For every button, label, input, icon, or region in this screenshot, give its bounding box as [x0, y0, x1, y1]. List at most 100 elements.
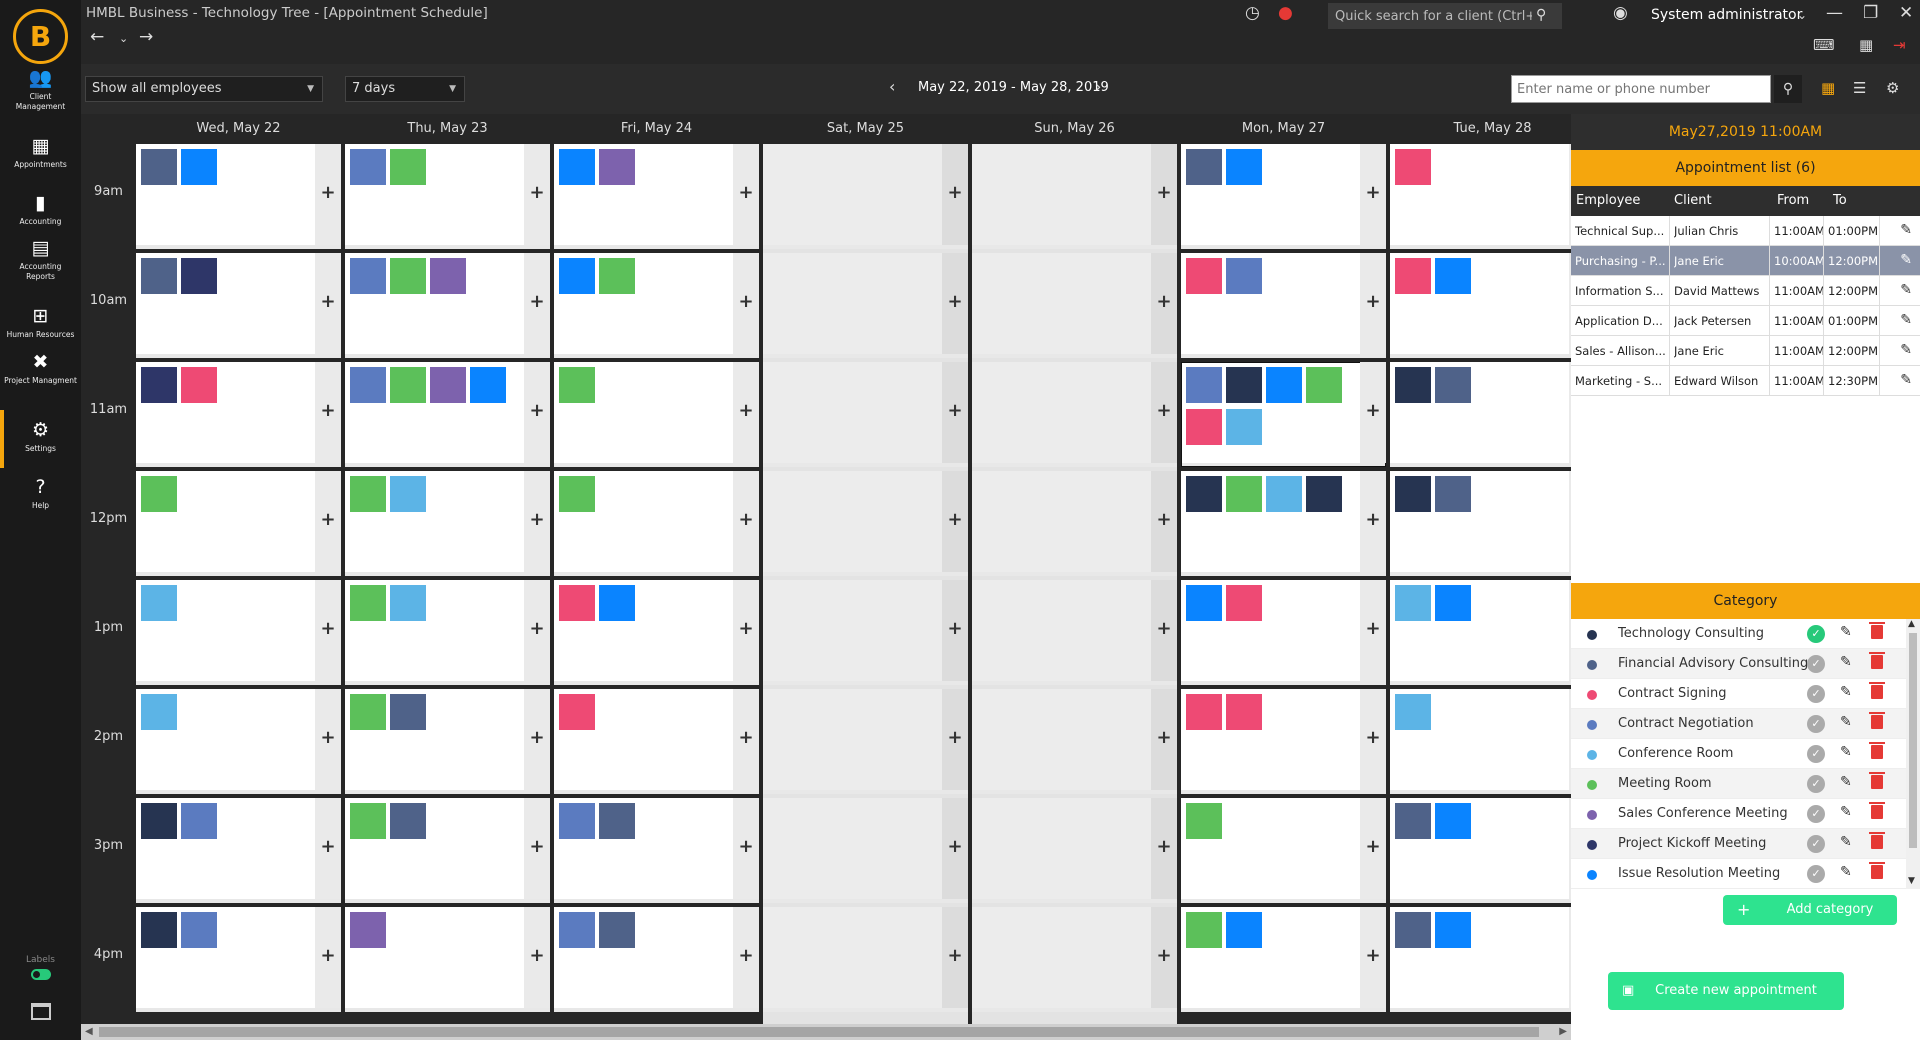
add-appointment-strip[interactable]: + — [1151, 907, 1177, 1008]
time-slot-cell[interactable]: + — [554, 580, 759, 685]
time-slot-cell[interactable]: + — [554, 144, 759, 249]
appointment-chip[interactable] — [181, 258, 217, 294]
add-appointment-icon[interactable]: + — [529, 509, 545, 530]
add-appointment-strip[interactable]: + — [315, 144, 341, 245]
edit-pencil-icon[interactable]: ✎ — [1840, 654, 1852, 670]
scroll-down-icon[interactable]: ▼ — [1908, 876, 1915, 886]
appointment-chip[interactable] — [390, 149, 426, 185]
appointment-chip[interactable] — [559, 694, 595, 730]
sidebar-item-4[interactable]: ⊞ Human Resources — [0, 306, 81, 340]
category-row[interactable]: Conference Room ✓ ✎ — [1571, 739, 1906, 769]
add-appointment-strip[interactable]: + — [733, 471, 759, 572]
add-appointment-icon[interactable]: + — [1365, 400, 1381, 421]
time-slot-cell[interactable]: + — [763, 471, 968, 576]
appointment-chip[interactable] — [390, 585, 426, 621]
category-scrollbar[interactable]: ▲ ▼ — [1906, 619, 1920, 889]
trash-icon[interactable] — [1869, 712, 1885, 729]
time-slot-cell[interactable]: + — [345, 471, 550, 576]
check-circle-icon[interactable]: ✓ — [1807, 805, 1825, 823]
add-appointment-icon[interactable]: + — [947, 182, 963, 203]
add-appointment-strip[interactable]: + — [1151, 689, 1177, 790]
add-appointment-strip[interactable]: + — [1360, 471, 1386, 572]
appointment-chip[interactable] — [1435, 912, 1471, 948]
add-appointment-strip[interactable]: + — [942, 362, 968, 463]
category-row[interactable]: Financial Advisory Consulting ✓ ✎ — [1571, 649, 1906, 679]
time-slot-cell[interactable]: + — [1390, 253, 1571, 358]
sidebar-item-5[interactable]: ✖ Project Managment — [0, 352, 81, 386]
add-appointment-strip[interactable]: + — [942, 253, 968, 354]
time-slot-cell[interactable]: + — [763, 907, 968, 1012]
add-appointment-icon[interactable]: + — [1365, 836, 1381, 857]
add-appointment-strip[interactable]: + — [524, 798, 550, 899]
add-appointment-icon[interactable]: + — [320, 182, 336, 203]
appointment-chip[interactable] — [181, 912, 217, 948]
add-appointment-strip[interactable]: + — [524, 580, 550, 681]
appointment-chip[interactable] — [181, 367, 217, 403]
appointment-chip[interactable] — [470, 367, 506, 403]
category-row[interactable]: Issue Resolution Meeting ✓ ✎ — [1571, 859, 1906, 889]
add-appointment-strip[interactable]: + — [524, 253, 550, 354]
edit-pencil-icon[interactable]: ✎ — [1900, 222, 1912, 238]
appointment-chip[interactable] — [1395, 149, 1431, 185]
appointment-chip[interactable] — [1395, 258, 1431, 294]
add-appointment-icon[interactable]: + — [320, 400, 336, 421]
time-slot-cell[interactable]: + — [1390, 798, 1571, 903]
add-appointment-strip[interactable]: + — [733, 144, 759, 245]
time-slot-cell[interactable]: + — [1181, 580, 1386, 685]
add-appointment-strip[interactable]: + — [1569, 253, 1571, 354]
appointment-chip[interactable] — [1266, 367, 1302, 403]
user-menu-chevron-icon[interactable]: ⌄ — [1797, 8, 1808, 22]
add-appointment-icon[interactable]: + — [1156, 836, 1172, 857]
edit-pencil-icon[interactable]: ✎ — [1840, 714, 1852, 730]
previous-week-icon[interactable]: ‹ — [889, 77, 896, 96]
appointment-chip[interactable] — [559, 585, 595, 621]
time-slot-cell[interactable]: + — [1181, 471, 1386, 576]
add-appointment-strip[interactable]: + — [315, 362, 341, 463]
add-appointment-icon[interactable]: + — [529, 945, 545, 966]
range-select[interactable]: 7 days ▼ — [345, 76, 465, 102]
add-appointment-strip[interactable]: + — [1569, 471, 1571, 572]
add-appointment-strip[interactable]: + — [1360, 253, 1386, 354]
column-client[interactable]: Client — [1674, 193, 1712, 208]
appointment-chip[interactable] — [1395, 803, 1431, 839]
name-phone-search-input[interactable] — [1511, 75, 1771, 103]
add-appointment-icon[interactable]: + — [529, 727, 545, 748]
add-appointment-strip[interactable]: + — [1360, 144, 1386, 245]
time-slot-cell[interactable]: + — [345, 689, 550, 794]
trash-icon[interactable] — [1869, 802, 1885, 819]
edit-pencil-icon[interactable]: ✎ — [1840, 864, 1852, 880]
history-dropdown-icon[interactable]: ⌄ — [119, 32, 129, 45]
edit-pencil-icon[interactable]: ✎ — [1900, 342, 1912, 358]
edit-pencil-icon[interactable]: ✎ — [1840, 834, 1852, 850]
scroll-left-icon[interactable]: ◀ — [85, 1026, 93, 1037]
appointment-chip[interactable] — [1306, 367, 1342, 403]
category-row[interactable]: Contract Signing ✓ ✎ — [1571, 679, 1906, 709]
edit-pencil-icon[interactable]: ✎ — [1840, 624, 1852, 640]
appointment-chip[interactable] — [141, 476, 177, 512]
add-appointment-strip[interactable]: + — [1569, 144, 1571, 245]
time-slot-cell[interactable]: + — [136, 253, 341, 358]
edit-pencil-icon[interactable]: ✎ — [1840, 804, 1852, 820]
add-appointment-icon[interactable]: + — [1365, 727, 1381, 748]
appointment-chip[interactable] — [350, 803, 386, 839]
add-appointment-strip[interactable]: + — [942, 144, 968, 245]
time-slot-cell[interactable]: + — [136, 144, 341, 249]
time-slot-cell[interactable]: + — [1390, 907, 1571, 1012]
add-appointment-icon[interactable]: + — [320, 618, 336, 639]
appointment-chip[interactable] — [1226, 476, 1262, 512]
add-appointment-strip[interactable]: + — [1151, 362, 1177, 463]
appointment-chip[interactable] — [181, 149, 217, 185]
check-circle-icon[interactable]: ✓ — [1807, 715, 1825, 733]
time-slot-cell[interactable]: + — [972, 907, 1177, 1012]
appointment-chip[interactable] — [1186, 803, 1222, 839]
scrollbar-thumb[interactable] — [99, 1027, 1539, 1037]
time-slot-cell[interactable]: + — [972, 798, 1177, 903]
time-slot-cell[interactable]: + — [1181, 144, 1386, 249]
appointment-chip[interactable] — [390, 258, 426, 294]
check-circle-icon[interactable]: ✓ — [1807, 775, 1825, 793]
appointment-chip[interactable] — [1266, 476, 1302, 512]
appointment-chip[interactable] — [1306, 476, 1342, 512]
appointment-chip[interactable] — [599, 912, 635, 948]
add-appointment-strip[interactable]: + — [524, 689, 550, 790]
trash-icon[interactable] — [1869, 682, 1885, 699]
